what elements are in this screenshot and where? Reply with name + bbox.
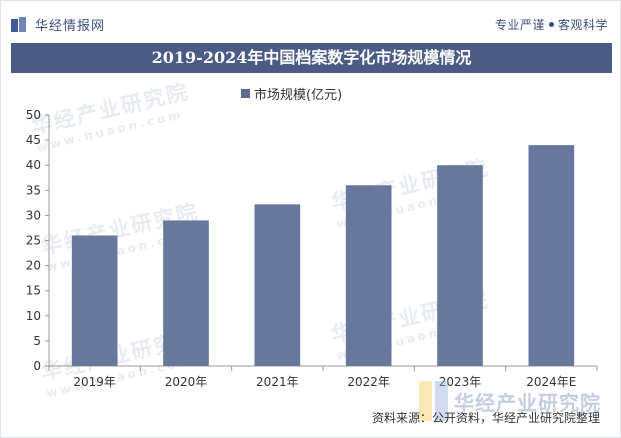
brand: 华经情报网 — [11, 15, 105, 34]
bar — [528, 145, 575, 366]
y-tick-label: 35 — [26, 183, 41, 197]
legend-label: 市场规模(亿元) — [254, 88, 343, 103]
y-tick-label: 20 — [26, 259, 41, 273]
watermark-stamp: 华经产业研究院 — [419, 381, 601, 421]
slogan-right: 客观科学 — [557, 18, 608, 32]
x-tick-label: 2020年 — [165, 375, 208, 389]
y-tick-label: 5 — [33, 334, 41, 348]
bar — [254, 204, 301, 366]
y-tick-label: 0 — [33, 359, 41, 373]
x-tick-label: 2024年E — [526, 375, 576, 389]
x-tick-label: 2023年 — [439, 375, 482, 389]
bullet-dot-icon — [548, 22, 554, 27]
y-tick-label: 10 — [26, 309, 41, 323]
y-tick-label: 50 — [26, 108, 41, 122]
brand-name: 华经情报网 — [35, 19, 106, 34]
bar — [345, 185, 392, 366]
brand-logo-icon — [11, 16, 29, 33]
chart-title: 2019-2024年中国档案数字化市场规模情况 — [11, 43, 612, 73]
x-tick-label: 2022年 — [347, 375, 390, 389]
chart-legend: 市场规模(亿元) — [241, 84, 342, 103]
y-tick-label: 15 — [26, 284, 41, 298]
slogan-left: 专业严谨 — [494, 18, 545, 32]
source-note: 资料来源：公开资料，华经产业研究院整理 — [371, 411, 600, 425]
x-tick-label: 2021年 — [256, 375, 299, 389]
bar — [71, 235, 118, 366]
y-tick-label: 40 — [26, 158, 41, 172]
y-tick-label: 45 — [26, 133, 41, 147]
bar — [437, 165, 483, 366]
slogan: 专业严谨 客观科学 — [495, 16, 608, 33]
legend-swatch — [241, 89, 250, 98]
y-tick-label: 30 — [26, 208, 41, 222]
bar — [163, 220, 209, 366]
top-bar: 华经情报网 专业严谨 客观科学 — [1, 1, 621, 45]
x-tick-label: 2019年 — [73, 375, 116, 389]
y-tick-label: 25 — [26, 234, 41, 248]
